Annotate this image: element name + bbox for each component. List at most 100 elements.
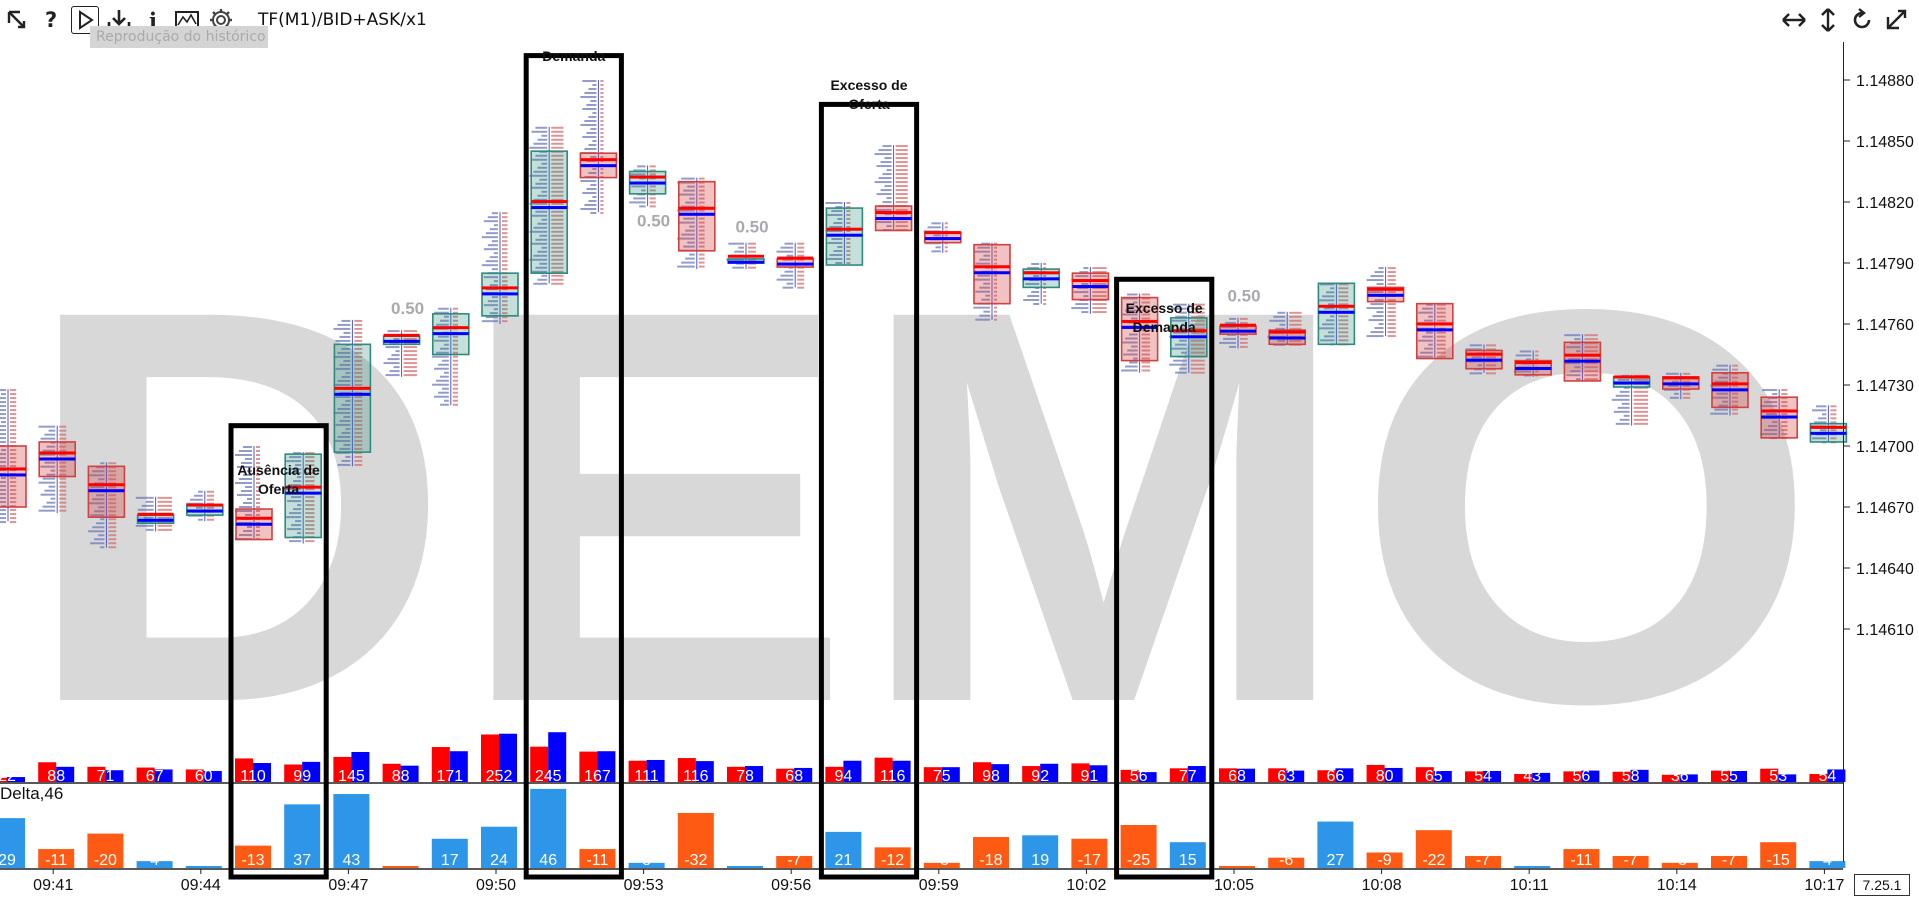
bid-tick bbox=[535, 238, 548, 241]
bid-tick bbox=[485, 232, 498, 235]
ask-tick bbox=[10, 465, 17, 468]
bid-tick bbox=[1083, 295, 1089, 298]
ask-tick bbox=[1781, 389, 1788, 392]
bid-tick bbox=[1666, 372, 1679, 375]
ask-tick bbox=[452, 371, 458, 374]
delta-label: 29 bbox=[0, 852, 16, 869]
bid-tick bbox=[1613, 410, 1630, 413]
volume-bar-10:00: 98 bbox=[973, 762, 1009, 785]
delta-bar-10:17: 4 bbox=[1809, 852, 1846, 869]
delta-bar-10:09: -22 bbox=[1415, 830, 1452, 869]
ask-tick bbox=[1387, 283, 1396, 286]
collapse-arrow-icon[interactable] bbox=[1882, 6, 1910, 34]
delta-bar-09:41: -11 bbox=[38, 849, 75, 869]
ask-tick bbox=[1141, 349, 1151, 352]
delta-bar bbox=[0, 818, 25, 868]
ask-tick bbox=[797, 246, 805, 249]
volume-bar-09:40: 22 bbox=[0, 768, 25, 785]
poc-line bbox=[285, 485, 322, 489]
bid-tick bbox=[582, 108, 597, 110]
bid-tick bbox=[1366, 335, 1384, 338]
playback-tooltip: Reprodução do histórico bbox=[90, 26, 268, 48]
ask-tick bbox=[649, 197, 656, 200]
bid-tick bbox=[239, 478, 252, 480]
bid-tick bbox=[1079, 271, 1089, 274]
bid-tick bbox=[0, 417, 6, 420]
ask-tick bbox=[452, 391, 458, 394]
info-icon[interactable]: i bbox=[139, 6, 167, 34]
ask-tick bbox=[1633, 398, 1649, 401]
bid-tick bbox=[1760, 405, 1778, 408]
bid-tick bbox=[90, 514, 105, 517]
bid-tick bbox=[1766, 413, 1778, 416]
bid-tick bbox=[681, 205, 695, 208]
ask-tick bbox=[895, 201, 908, 204]
horizontal-arrows-icon[interactable] bbox=[1780, 6, 1808, 34]
ask-tick bbox=[698, 197, 705, 200]
ask-tick bbox=[354, 395, 363, 398]
bid-volume-bar bbox=[284, 764, 303, 782]
ask-volume-bar bbox=[449, 751, 468, 782]
ask-tick bbox=[551, 242, 564, 245]
help-icon[interactable]: ? bbox=[37, 6, 65, 34]
ask-tick bbox=[1190, 319, 1205, 322]
ask-tick bbox=[551, 178, 564, 181]
delta-bar-09:47: 43 bbox=[333, 794, 370, 869]
volume-label: 88 bbox=[47, 768, 65, 785]
bid-tick bbox=[247, 526, 252, 528]
bid-tick bbox=[1125, 309, 1138, 312]
bid-tick bbox=[245, 458, 252, 460]
bid-tick bbox=[973, 278, 990, 281]
bid-tick bbox=[1131, 317, 1138, 320]
ask-tick bbox=[797, 282, 805, 285]
ask-tick bbox=[698, 189, 705, 192]
ask-tick bbox=[354, 355, 363, 358]
bid-tick bbox=[289, 456, 302, 459]
poc-line bbox=[1220, 329, 1256, 333]
bid-tick bbox=[1422, 335, 1433, 338]
bid-tick bbox=[100, 546, 105, 549]
ask-tick bbox=[944, 246, 948, 249]
refresh-icon[interactable] bbox=[1848, 6, 1876, 34]
bid-tick bbox=[533, 226, 548, 229]
bid-tick bbox=[287, 472, 302, 475]
imbalance-marker: 0.50 bbox=[637, 211, 670, 230]
ask-tick bbox=[108, 502, 117, 505]
poc-line bbox=[39, 451, 76, 455]
volume-label: 245 bbox=[535, 768, 562, 785]
poc-line bbox=[383, 333, 420, 337]
ask-tick bbox=[108, 474, 117, 477]
bid-tick bbox=[586, 132, 597, 134]
bid-tick bbox=[584, 204, 597, 206]
pointer-cross-icon[interactable] bbox=[3, 6, 31, 34]
footprint-chart[interactable]: DEMO 22 88 71 67 60 110 99 145 88 171 252 245 167 111… bbox=[0, 42, 1919, 901]
volume-label: 91 bbox=[1081, 768, 1099, 785]
delta-label: -12 bbox=[881, 852, 904, 869]
vertical-arrows-icon[interactable] bbox=[1814, 6, 1842, 34]
ask-tick bbox=[600, 100, 604, 102]
volume-bar-09:50: 252 bbox=[481, 733, 517, 785]
ask-tick bbox=[1043, 263, 1047, 265]
poc-line bbox=[236, 522, 272, 526]
delta-bar bbox=[1563, 849, 1600, 868]
bid-tick bbox=[886, 197, 892, 200]
play-icon[interactable] bbox=[71, 6, 99, 34]
bid-tick bbox=[489, 228, 498, 231]
delta-bar bbox=[1612, 855, 1649, 868]
delta-bar-10:12: -11 bbox=[1563, 849, 1600, 869]
bid-tick bbox=[677, 209, 695, 212]
price-axis-separator bbox=[1843, 42, 1844, 862]
bid-tick bbox=[40, 437, 56, 440]
candle-09:59 bbox=[923, 222, 962, 253]
bid-tick bbox=[831, 238, 843, 240]
candle-10:12 bbox=[1563, 334, 1602, 382]
ask-tick bbox=[452, 347, 458, 350]
ask-tick bbox=[551, 162, 564, 165]
ask-volume-bar bbox=[1729, 770, 1747, 782]
ask-tick bbox=[502, 220, 508, 223]
poc-line bbox=[826, 227, 863, 231]
bid-tick bbox=[677, 181, 695, 184]
ask-volume-bar bbox=[1187, 766, 1206, 782]
delta-bar-10:03: -25 bbox=[1120, 825, 1157, 869]
bid-tick bbox=[94, 510, 105, 513]
